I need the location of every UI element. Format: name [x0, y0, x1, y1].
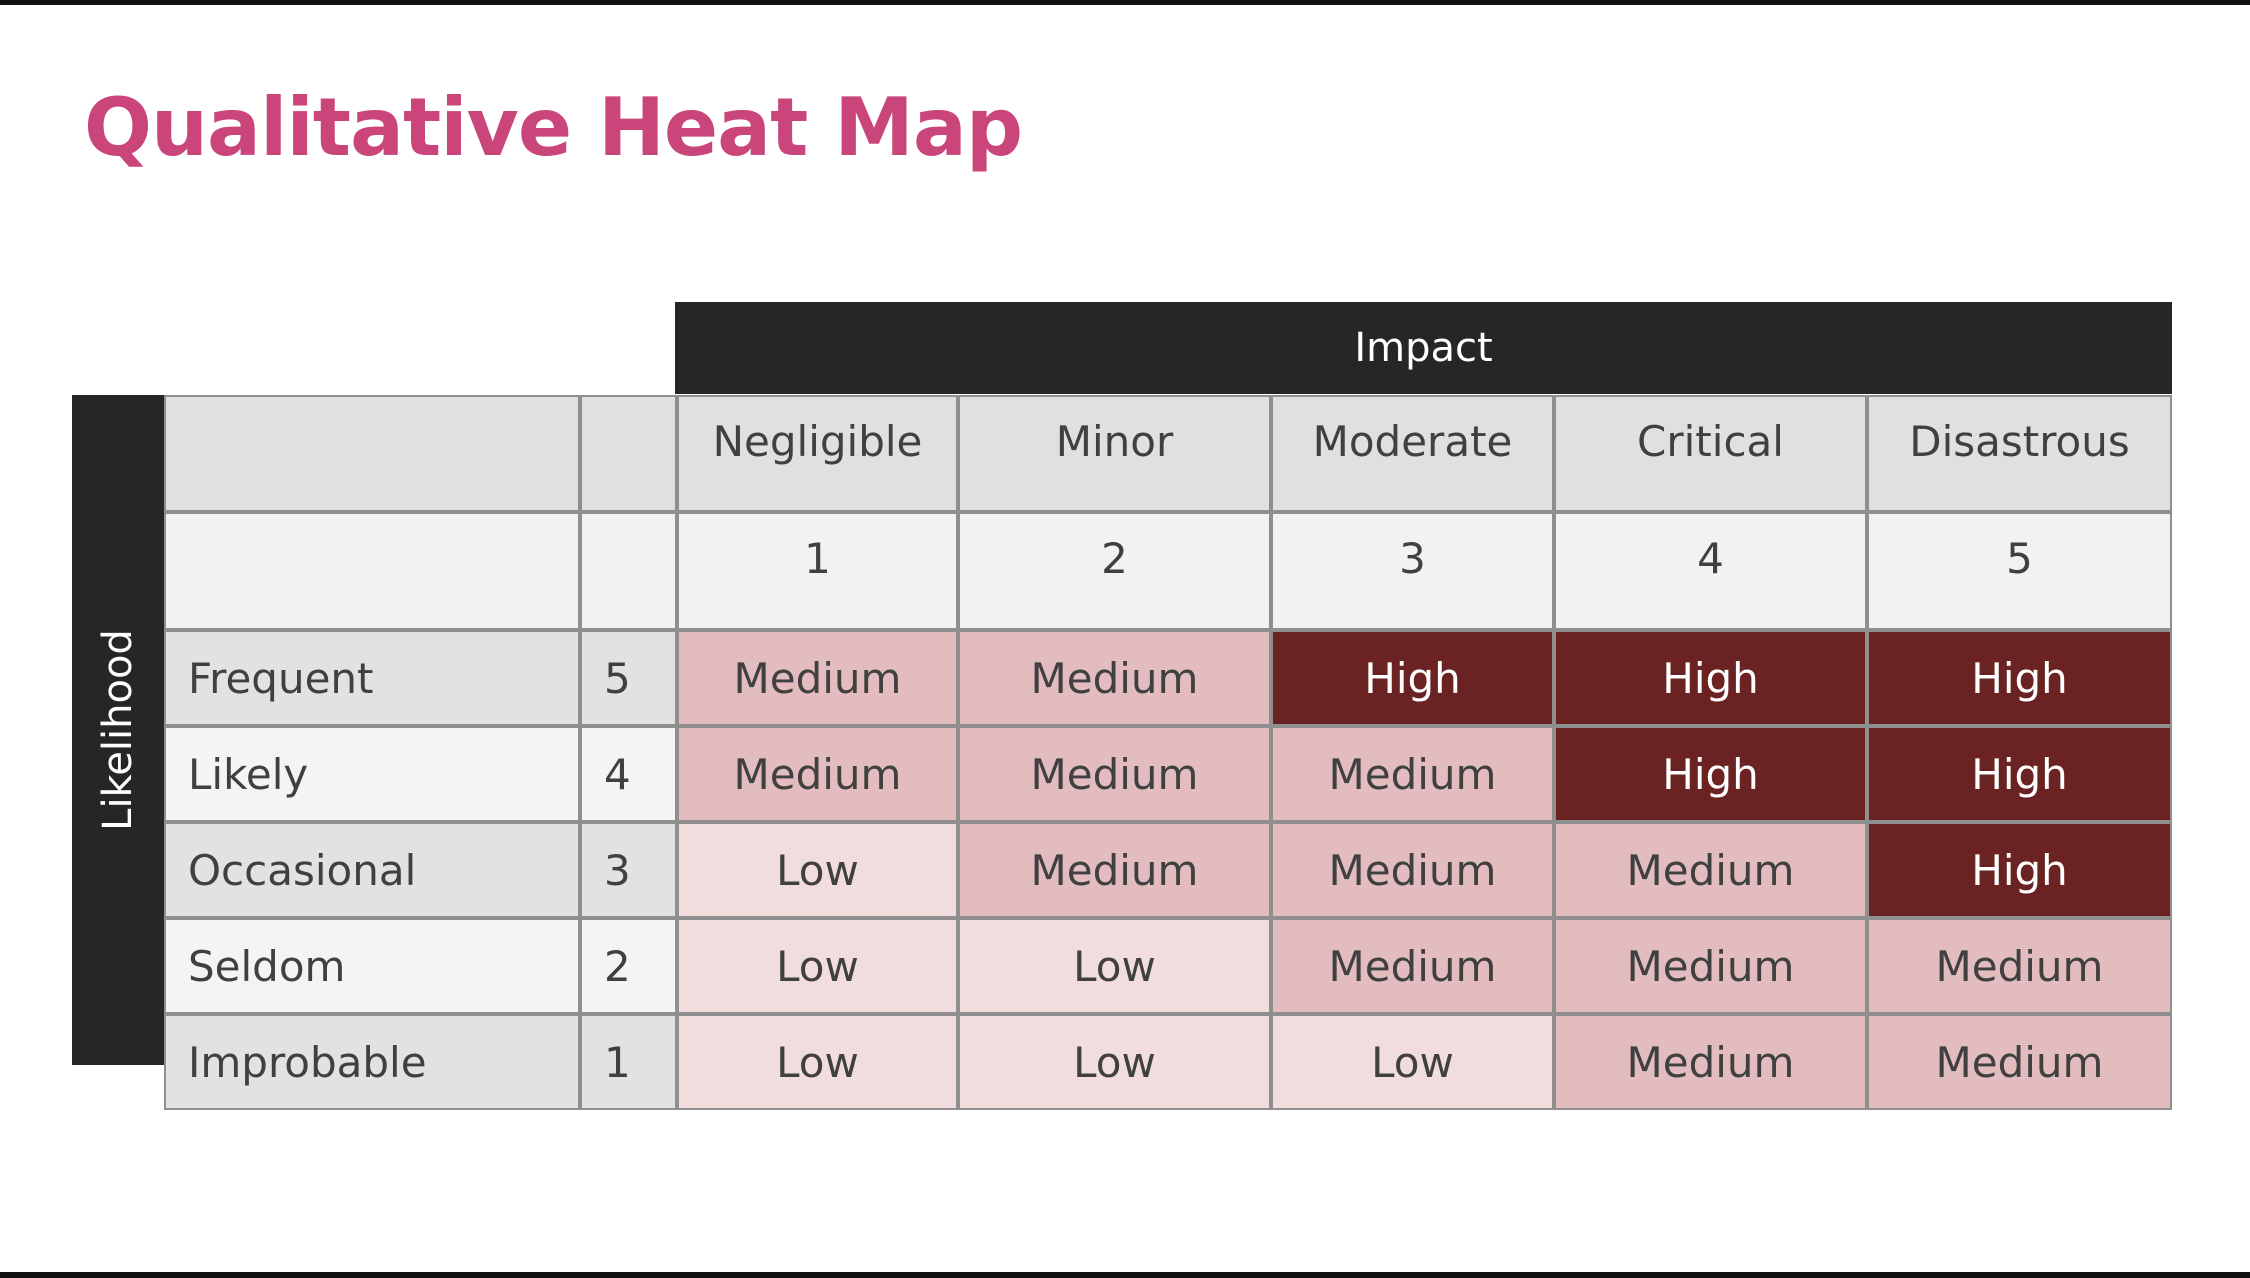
heat-cell-medium: Medium [1554, 918, 1867, 1014]
top-border [0, 0, 2250, 5]
impact-column-score: 1 [677, 512, 958, 630]
heat-cell-low: Low [677, 918, 958, 1014]
heat-cell-high: High [1867, 822, 2172, 918]
likelihood-row-score: 3 [580, 822, 677, 918]
likelihood-row-score: 2 [580, 918, 677, 1014]
heat-cell-medium: Medium [677, 630, 958, 726]
corner-blank-cell [580, 395, 677, 512]
heat-cell-low: Low [677, 1014, 958, 1110]
impact-column-header: Minor [958, 395, 1271, 512]
impact-column-score: 5 [1867, 512, 2172, 630]
likelihood-axis-label: Likelihood [95, 629, 141, 831]
heat-cell-low: Low [958, 1014, 1271, 1110]
bottom-border [0, 1272, 2250, 1278]
impact-column-score: 3 [1271, 512, 1554, 630]
impact-axis-label: Impact [1354, 325, 1493, 371]
likelihood-row-score: 5 [580, 630, 677, 726]
heat-cell-low: Low [677, 822, 958, 918]
heat-cell-high: High [1271, 630, 1554, 726]
corner-blank-cell [580, 512, 677, 630]
heat-cell-high: High [1867, 630, 2172, 726]
heat-cell-medium: Medium [677, 726, 958, 822]
heat-cell-medium: Medium [1554, 1014, 1867, 1110]
heat-cell-medium: Medium [1554, 822, 1867, 918]
likelihood-row-label: Occasional [164, 822, 580, 918]
page-title: Qualitative Heat Map [84, 81, 1023, 174]
impact-column-header: Negligible [677, 395, 958, 512]
likelihood-row-score: 1 [580, 1014, 677, 1110]
impact-column-header: Disastrous [1867, 395, 2172, 512]
impact-column-header: Moderate [1271, 395, 1554, 512]
impact-column-score: 4 [1554, 512, 1867, 630]
impact-column-score: 2 [958, 512, 1271, 630]
likelihood-row-label: Frequent [164, 630, 580, 726]
corner-blank-cell [164, 512, 580, 630]
impact-column-header: Critical [1554, 395, 1867, 512]
heat-cell-medium: Medium [958, 822, 1271, 918]
heat-cell-high: High [1554, 630, 1867, 726]
likelihood-row-score: 4 [580, 726, 677, 822]
heat-cell-medium: Medium [1271, 822, 1554, 918]
heat-cell-medium: Medium [958, 630, 1271, 726]
likelihood-axis-header: Likelihood [72, 395, 164, 1065]
heat-cell-medium: Medium [1271, 918, 1554, 1014]
heat-cell-medium: Medium [958, 726, 1271, 822]
likelihood-row-label: Improbable [164, 1014, 580, 1110]
heat-cell-low: Low [1271, 1014, 1554, 1110]
likelihood-row-label: Seldom [164, 918, 580, 1014]
heat-cell-medium: Medium [1867, 918, 2172, 1014]
heat-cell-high: High [1867, 726, 2172, 822]
impact-axis-header: Impact [675, 302, 2172, 394]
heat-cell-medium: Medium [1867, 1014, 2172, 1110]
likelihood-row-label: Likely [164, 726, 580, 822]
heat-cell-low: Low [958, 918, 1271, 1014]
corner-blank-cell [164, 395, 580, 512]
heat-cell-medium: Medium [1271, 726, 1554, 822]
heat-cell-high: High [1554, 726, 1867, 822]
